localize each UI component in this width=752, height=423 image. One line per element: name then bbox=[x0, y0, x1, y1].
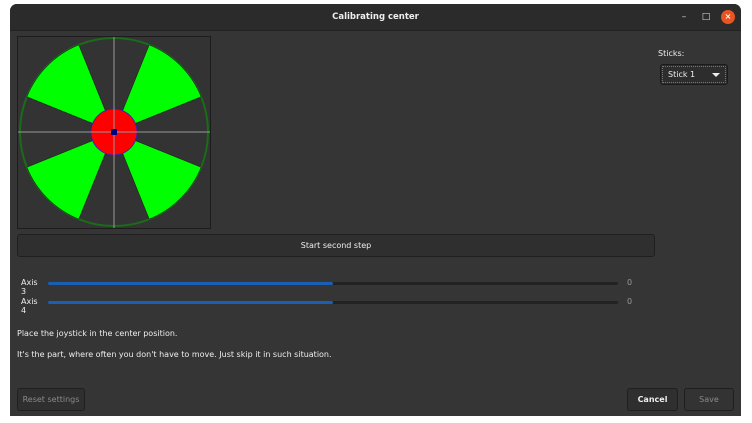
hint-text: It's the part, where often you don't hav… bbox=[17, 350, 332, 359]
joystick-canvas bbox=[18, 37, 210, 228]
instruction-text: Place the joystick in the center positio… bbox=[17, 329, 178, 338]
axis-value: 0 bbox=[627, 278, 633, 287]
joystick-visualizer bbox=[17, 36, 211, 229]
stick-position-marker bbox=[111, 129, 117, 135]
axis-label: Axis 3 bbox=[21, 278, 38, 296]
sticks-label: Sticks: bbox=[658, 49, 685, 58]
calibration-wedge bbox=[26, 139, 107, 220]
close-button[interactable]: × bbox=[721, 10, 735, 24]
calibration-wedge bbox=[26, 44, 107, 125]
cancel-button[interactable]: Cancel bbox=[627, 388, 678, 411]
calibration-wedge bbox=[121, 139, 202, 220]
calibration-window: Calibrating center – □ × Start second st… bbox=[10, 4, 741, 416]
start-second-step-button[interactable]: Start second step bbox=[17, 234, 655, 257]
save-button[interactable]: Save bbox=[684, 388, 734, 411]
axis-progress-bar bbox=[48, 301, 618, 304]
axis-label: Axis 4 bbox=[21, 297, 38, 315]
stick-select[interactable]: Stick 1 bbox=[660, 64, 728, 85]
maximize-button[interactable]: □ bbox=[701, 12, 711, 22]
axis-progress-fill bbox=[48, 282, 333, 285]
stick-select-value: Stick 1 bbox=[668, 70, 696, 79]
minimize-button[interactable]: – bbox=[681, 12, 687, 22]
axis-progress-fill bbox=[48, 301, 333, 304]
reset-settings-button[interactable]: Reset settings bbox=[17, 388, 85, 411]
chevron-down-icon bbox=[712, 73, 720, 77]
title-bar: Calibrating center – □ × bbox=[10, 4, 741, 31]
axis-value: 0 bbox=[627, 297, 633, 306]
calibration-wedge bbox=[121, 44, 202, 125]
axis-progress-bar bbox=[48, 282, 618, 285]
window-title: Calibrating center bbox=[332, 12, 419, 22]
